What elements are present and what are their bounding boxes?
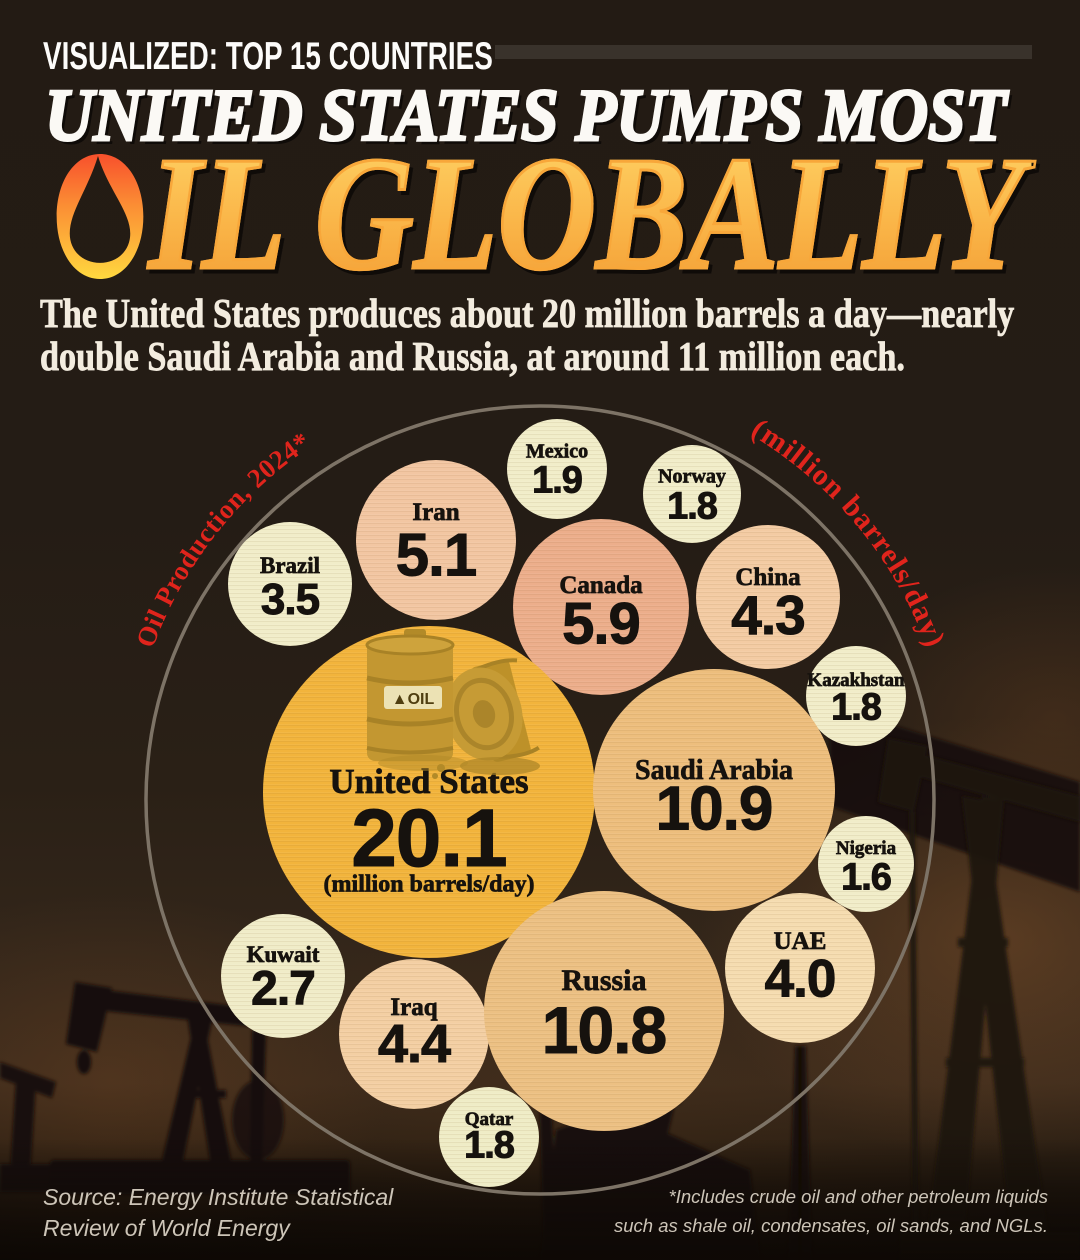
svg-text:▲OIL: ▲OIL: [392, 691, 435, 708]
